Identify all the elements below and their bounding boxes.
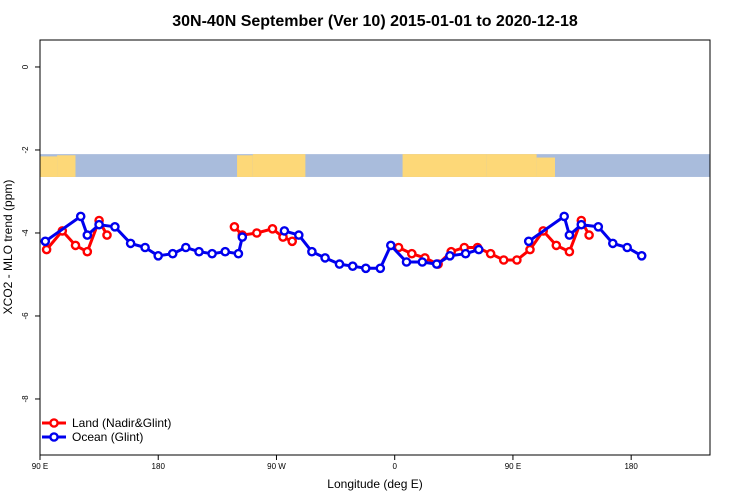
x-axis: 90 E 180 90 W 0 90 E 180	[32, 455, 638, 471]
land-strip	[486, 154, 537, 177]
data-point	[40, 236, 51, 247]
data-point	[320, 253, 330, 263]
data-point	[180, 242, 191, 253]
land-strip	[40, 156, 58, 177]
data-point	[593, 221, 604, 232]
data-point	[125, 238, 136, 249]
land-strip	[536, 157, 555, 177]
data-point	[75, 211, 86, 222]
y-tick-label: -8	[21, 395, 30, 403]
data-point	[229, 221, 240, 232]
legend-label: Land (Nadir&Glint)	[72, 416, 171, 430]
data-point	[375, 263, 386, 274]
data-point	[251, 228, 262, 238]
data-point	[576, 219, 587, 230]
land-strip	[57, 155, 76, 177]
data-point	[523, 236, 534, 247]
y-axis: 0 -2 -4 -6 -8	[21, 64, 40, 403]
legend-swatch-marker	[49, 432, 59, 442]
chart-title: 30N-40N September (Ver 10) 2015-01-01 to…	[172, 13, 578, 30]
series-ocean	[40, 211, 647, 274]
series-line	[397, 219, 591, 266]
data-point	[608, 238, 618, 249]
land-strip	[237, 155, 253, 177]
y-tick-label: 0	[21, 64, 30, 69]
data-point	[153, 250, 163, 261]
data-point	[460, 248, 471, 259]
data-point	[525, 244, 535, 255]
x-tick-label: 90 E	[32, 462, 48, 471]
plot-frame	[39, 39, 711, 456]
legend-label: Ocean (Glint)	[72, 430, 143, 444]
data-point	[82, 230, 93, 240]
legend: Land (Nadir&Glint)Ocean (Glint)	[42, 416, 171, 444]
data-point	[293, 230, 304, 240]
data-point	[498, 255, 509, 265]
series-layer	[40, 211, 647, 274]
y-axis-label: XCO2 - MLO trend (ppm)	[1, 180, 15, 315]
data-point	[94, 219, 104, 230]
legend-item: Land (Nadir&Glint)	[42, 416, 171, 430]
data-point	[485, 248, 496, 259]
data-point	[233, 248, 244, 259]
data-point	[237, 232, 248, 242]
ocean-strip	[40, 154, 710, 177]
series-land	[41, 215, 594, 269]
legend-item: Ocean (Glint)	[42, 430, 143, 444]
data-point	[110, 221, 120, 232]
data-point	[564, 246, 575, 257]
legend-swatch-marker	[49, 418, 59, 428]
data-point	[194, 246, 204, 257]
x-tick-label: 90 E	[505, 462, 521, 471]
land-strip	[402, 154, 487, 177]
x-tick-label: 0	[392, 462, 397, 471]
data-point	[445, 250, 455, 261]
data-point	[287, 236, 298, 247]
data-point	[551, 240, 562, 251]
x-tick-label: 180	[624, 462, 638, 471]
data-point	[406, 248, 417, 259]
y-tick-label: -2	[21, 146, 30, 154]
data-point	[41, 244, 52, 255]
data-point	[584, 230, 594, 240]
land-strip	[252, 154, 306, 177]
data-point	[220, 246, 230, 257]
data-point	[431, 259, 442, 269]
data-point	[70, 240, 81, 251]
data-point	[622, 242, 633, 253]
data-point	[473, 244, 484, 255]
data-point	[307, 246, 317, 257]
data-point	[279, 226, 290, 236]
data-point	[207, 248, 217, 259]
x-axis-label: Longitude (deg E)	[327, 477, 422, 491]
data-point	[559, 211, 570, 222]
data-point	[564, 230, 575, 240]
data-point	[267, 223, 278, 234]
data-point	[417, 257, 428, 267]
data-point	[167, 248, 178, 259]
data-point	[385, 240, 396, 251]
data-point	[360, 263, 371, 274]
data-point	[82, 246, 93, 257]
data-point	[636, 250, 647, 261]
y-tick-label: -4	[21, 229, 30, 237]
data-point	[347, 261, 358, 272]
data-point	[512, 255, 522, 265]
x-tick-label: 180	[152, 462, 166, 471]
x-tick-label: 90 W	[267, 462, 286, 471]
land-mask-band	[40, 154, 710, 177]
y-tick-label: -6	[21, 312, 30, 320]
data-point	[334, 259, 345, 269]
data-point	[102, 230, 112, 240]
data-point	[140, 242, 150, 253]
data-point	[401, 257, 412, 267]
